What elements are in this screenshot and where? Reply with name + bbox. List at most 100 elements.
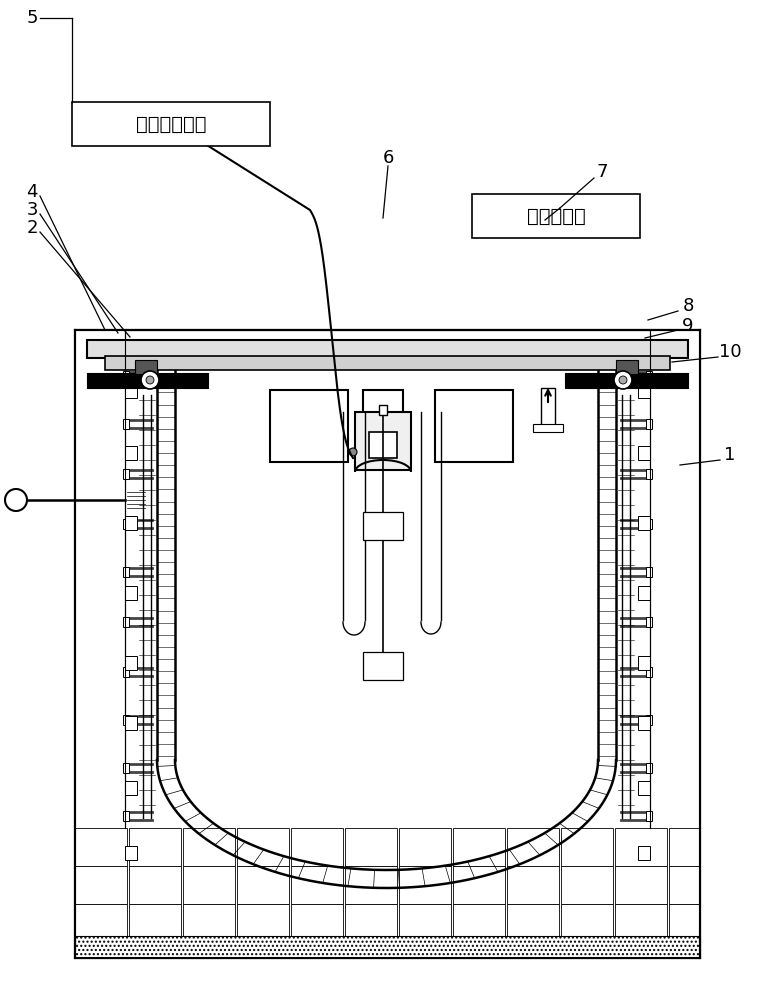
Bar (129, 866, 181, 904)
Circle shape (614, 371, 632, 389)
Bar (75, 904, 127, 942)
Bar (105, 356, 670, 370)
Text: 10: 10 (718, 343, 742, 361)
Bar (472, 194, 640, 238)
Bar (72, 102, 270, 146)
Bar (123, 469, 129, 479)
Bar (125, 340, 157, 870)
Bar (399, 904, 451, 942)
Bar (75, 936, 700, 958)
Bar (125, 828, 650, 870)
Bar (363, 512, 403, 540)
Bar (561, 866, 613, 904)
Bar (638, 781, 650, 795)
Bar (507, 828, 559, 866)
Bar (646, 763, 652, 773)
Bar (453, 866, 505, 904)
Text: 8: 8 (682, 297, 694, 315)
Bar (125, 828, 510, 870)
Bar (123, 371, 129, 381)
Bar (399, 828, 451, 866)
Bar (533, 424, 563, 432)
Bar (291, 866, 343, 904)
Bar (123, 667, 129, 677)
Bar (125, 781, 137, 795)
Text: 9: 9 (682, 317, 694, 335)
Bar (129, 904, 181, 942)
Circle shape (146, 376, 154, 384)
Bar (123, 715, 129, 725)
Bar (646, 419, 652, 429)
Bar (123, 419, 129, 429)
Bar (75, 866, 127, 904)
Bar (291, 904, 343, 942)
Bar (123, 519, 129, 529)
Bar (135, 360, 157, 374)
Bar (345, 904, 397, 942)
Bar (646, 567, 652, 577)
Bar (237, 828, 289, 866)
Bar (638, 373, 688, 388)
Text: 2: 2 (26, 219, 38, 237)
Bar (646, 469, 652, 479)
Bar (379, 405, 387, 415)
Bar (561, 828, 613, 866)
Bar (125, 656, 137, 670)
Bar (638, 846, 650, 860)
Bar (369, 432, 397, 458)
Text: 抽真空装置: 抽真空装置 (527, 207, 585, 226)
Circle shape (349, 448, 357, 456)
Bar (291, 828, 343, 866)
Bar (399, 866, 451, 904)
Bar (616, 360, 638, 374)
Bar (237, 866, 289, 904)
Bar (615, 904, 667, 942)
Text: 超声波发生器: 超声波发生器 (136, 114, 206, 133)
Bar (638, 446, 650, 460)
Bar (669, 866, 700, 904)
Bar (87, 373, 135, 388)
Bar (125, 716, 137, 730)
Bar (453, 904, 505, 942)
Bar (565, 373, 638, 388)
Bar (125, 446, 137, 460)
Bar (615, 828, 667, 866)
Bar (638, 384, 650, 398)
Bar (175, 340, 598, 760)
Bar (638, 586, 650, 600)
Bar (507, 866, 559, 904)
Bar (123, 811, 129, 821)
Text: 4: 4 (26, 183, 38, 201)
Circle shape (619, 376, 627, 384)
Bar (669, 904, 700, 942)
Bar (646, 667, 652, 677)
Circle shape (5, 489, 27, 511)
Bar (123, 763, 129, 773)
Bar (183, 828, 235, 866)
Circle shape (141, 371, 159, 389)
Bar (453, 828, 505, 866)
Bar (561, 904, 613, 942)
Text: 3: 3 (26, 201, 38, 219)
Bar (507, 904, 559, 942)
Bar (650, 330, 700, 828)
Bar (75, 330, 125, 828)
Bar (135, 373, 208, 388)
Bar (638, 716, 650, 730)
Bar (646, 811, 652, 821)
Bar (435, 390, 513, 462)
Bar (363, 652, 403, 680)
Bar (125, 846, 137, 860)
Text: 7: 7 (596, 163, 608, 181)
Bar (270, 390, 348, 462)
Bar (183, 904, 235, 942)
Text: 5: 5 (26, 9, 38, 27)
Bar (355, 412, 411, 470)
Bar (129, 828, 181, 866)
Bar (615, 866, 667, 904)
Text: 6: 6 (383, 149, 393, 167)
Bar (125, 516, 137, 530)
Bar (125, 586, 137, 600)
Bar (75, 330, 700, 958)
Bar (183, 866, 235, 904)
